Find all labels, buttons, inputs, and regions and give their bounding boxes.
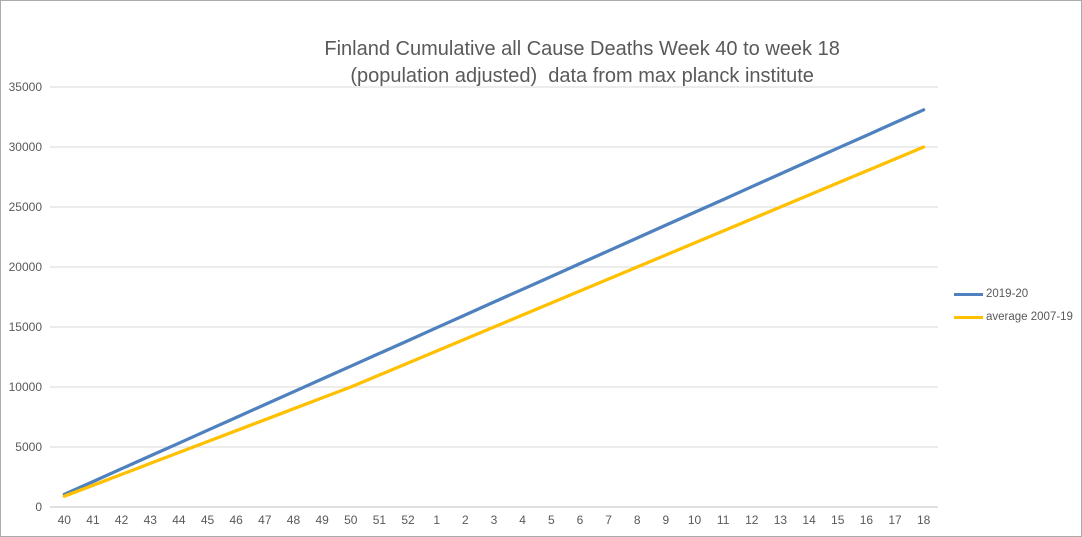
x-axis-tick-label: 14 xyxy=(802,513,816,527)
x-axis-tick-label: 3 xyxy=(490,513,498,527)
legend-label-2019-20: 2019-20 xyxy=(986,288,1029,300)
x-axis-tick-label: 49 xyxy=(315,513,329,527)
x-axis-tick-label: 2 xyxy=(462,513,469,527)
y-axis-tick-label: 10000 xyxy=(8,380,42,394)
y-axis-tick-label: 15000 xyxy=(8,320,42,334)
legend: 2019-20 average 2007-19 xyxy=(954,287,1073,333)
series-line-average-2007-19 xyxy=(62,145,926,498)
y-axis-tick-label: 5000 xyxy=(15,440,42,454)
x-axis-tick-label: 7 xyxy=(605,513,612,527)
x-axis-tick-label: 17 xyxy=(888,513,902,527)
y-axis-tick-label: 35000 xyxy=(8,80,42,94)
legend-item-average-2007-19: average 2007-19 xyxy=(954,310,1073,324)
x-axis-tick-label: 46 xyxy=(229,513,243,527)
x-axis-tick-label: 5 xyxy=(547,513,555,527)
x-axis-tick-label: 45 xyxy=(200,513,215,527)
y-axis-tick-label: 0 xyxy=(35,500,42,514)
x-axis-tick-label: 41 xyxy=(86,513,100,527)
x-axis-tick-label: 9 xyxy=(662,513,670,527)
x-axis-tick-label: 48 xyxy=(286,513,301,527)
y-axis-tick-label: 20000 xyxy=(8,260,42,274)
x-axis-tick-label: 4 xyxy=(519,513,526,527)
x-axis-tick-label: 51 xyxy=(372,513,387,527)
x-axis-tick-label: 15 xyxy=(831,513,845,527)
x-axis-tick-label: 10 xyxy=(687,513,702,527)
x-axis-tick-label: 8 xyxy=(633,513,641,527)
x-axis-tick-label: 50 xyxy=(344,513,358,527)
x-axis-tick-label: 52 xyxy=(401,513,415,527)
chart-title-text: Finland Cumulative all Cause Deaths Week… xyxy=(324,38,846,87)
x-axis-tick-label: 42 xyxy=(114,513,129,527)
y-axis-tick-label: 25000 xyxy=(8,200,42,214)
x-axis-tick-label: 16 xyxy=(859,513,874,527)
x-axis-tick-label: 47 xyxy=(258,513,272,527)
x-axis-tick-label: 11 xyxy=(716,513,730,527)
legend-item-2019-20: 2019-20 xyxy=(954,287,1073,301)
legend-label-average-2007-19: average 2007-19 xyxy=(986,311,1073,323)
x-axis-tick-label: 44 xyxy=(172,513,186,527)
x-axis-tick-label: 40 xyxy=(57,513,71,527)
legend-swatch-2019-20 xyxy=(954,292,983,296)
x-axis-tick-label: 6 xyxy=(576,513,584,527)
x-axis-tick-label: 12 xyxy=(745,513,759,527)
legend-swatch-average-2007-19 xyxy=(954,315,983,319)
x-axis-tick-labels: 40 41 42 43 44 45 46 47 48 49 50 51 52 1 2 3 4 5 6 7 8 9 10 11 1… xyxy=(1,513,1081,529)
series-line-2019-20 xyxy=(62,108,926,497)
x-axis-tick-label: 43 xyxy=(143,513,157,527)
chart-title: Finland Cumulative all Cause Deaths Week… xyxy=(61,9,1081,117)
x-axis-tick-label: 13 xyxy=(773,513,788,527)
x-axis-tick-label: 18 xyxy=(916,513,931,527)
x-axis-tick-label: 1 xyxy=(433,513,441,527)
y-axis-tick-label: 30000 xyxy=(8,140,42,154)
